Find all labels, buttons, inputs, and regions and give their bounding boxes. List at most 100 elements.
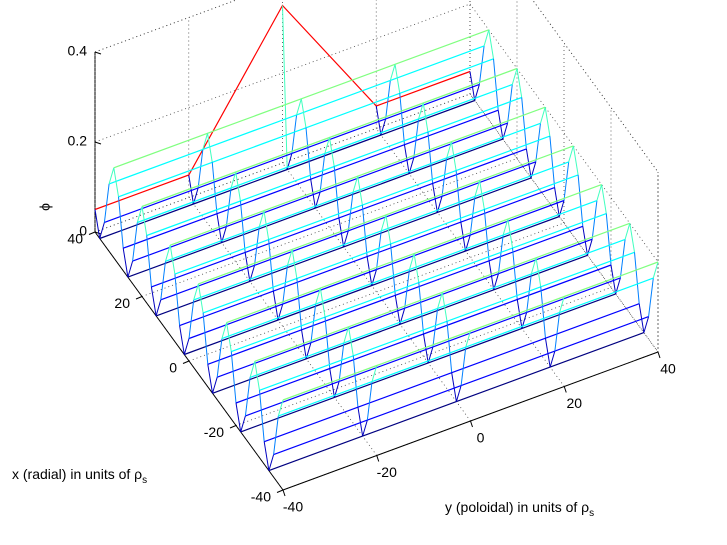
- mesh-segment: [652, 261, 659, 279]
- mesh-segment: [591, 200, 598, 240]
- mesh-segment: [183, 338, 190, 355]
- mesh-segment: [254, 361, 260, 391]
- mesh-segment: [324, 317, 331, 369]
- mesh-segment: [413, 253, 420, 283]
- mesh-segment: [619, 239, 626, 278]
- mesh-segment: [535, 257, 542, 287]
- mesh-segment: [347, 192, 354, 231]
- mesh-segment: [493, 58, 499, 111]
- mesh-segment: [230, 351, 237, 404]
- mesh-segment: [282, 265, 288, 305]
- mesh-segment: [408, 253, 415, 270]
- mesh-segment: [441, 157, 448, 197]
- x-tick-label: 40: [67, 231, 83, 247]
- mesh-segment: [361, 205, 368, 257]
- mesh-segment: [333, 166, 340, 218]
- mesh-segment: [432, 183, 438, 213]
- y-tick-label: -20: [377, 464, 397, 480]
- mesh-segment: [291, 114, 298, 154]
- mesh-segment: [582, 226, 588, 256]
- mesh-segment: [188, 299, 195, 339]
- mesh-segment: [629, 223, 635, 253]
- mesh-segment: [399, 93, 405, 145]
- mesh-segment: [549, 350, 556, 368]
- mesh-segment: [366, 256, 373, 286]
- mesh-segment: [169, 245, 176, 275]
- mesh-segment: [216, 213, 223, 243]
- mesh-segment: [273, 415, 279, 455]
- z-tick: [94, 51, 102, 55]
- mesh-segment: [540, 286, 546, 339]
- mesh-segment: [211, 162, 218, 214]
- mesh-segment: [225, 187, 232, 227]
- mesh-segment: [127, 260, 134, 278]
- y-tick-label: -40: [283, 499, 303, 515]
- mesh-segment: [268, 239, 274, 292]
- mesh-segment: [460, 222, 467, 252]
- mesh-segment: [338, 217, 345, 247]
- mesh-segment: [385, 214, 392, 244]
- mesh-segment: [596, 184, 603, 201]
- mesh-segment: [643, 316, 650, 333]
- mesh-segment: [132, 222, 138, 262]
- mesh-segment: [263, 210, 270, 240]
- mesh-segment: [478, 45, 485, 85]
- x-axis-label: x (radial) in units of ρs: [12, 466, 147, 486]
- mesh-segment: [103, 183, 110, 223]
- mesh-segment: [451, 372, 457, 402]
- mesh-segment: [212, 377, 218, 394]
- mesh-segment: [525, 148, 532, 178]
- mesh-segment: [286, 249, 293, 266]
- mesh-segment: [348, 326, 354, 356]
- mesh-segment: [202, 133, 209, 150]
- mesh-segment: [202, 312, 209, 365]
- mesh-segment: [418, 102, 424, 120]
- y-axis-label-text: y (poloidal) in units of ρ: [445, 499, 589, 515]
- mesh-segment: [530, 257, 537, 274]
- mesh-segment: [540, 107, 546, 124]
- mesh-segment: [474, 180, 481, 197]
- mesh-segment: [146, 235, 152, 287]
- mesh-segment: [221, 322, 228, 339]
- mesh-segment: [319, 288, 326, 318]
- mesh-line: [282, 261, 659, 401]
- mesh-segment: [357, 176, 363, 206]
- mesh-segment: [296, 278, 303, 330]
- x-axis-label-text: x (radial) in units of ρ: [12, 466, 142, 482]
- mesh-segment: [634, 252, 640, 304]
- mesh-segment: [479, 180, 485, 210]
- mesh-segment: [338, 342, 345, 382]
- mesh-segment: [497, 110, 504, 140]
- y-tick: [376, 455, 380, 462]
- mesh-segment: [511, 68, 518, 85]
- x-tick: [135, 296, 143, 300]
- y-tick: [563, 386, 567, 393]
- mesh-segment: [99, 222, 105, 239]
- mesh-segment: [601, 184, 607, 214]
- mesh-segment: [268, 454, 275, 471]
- z-tick-label: 0.2: [68, 133, 88, 149]
- mesh-segment: [404, 269, 410, 309]
- x-tick: [229, 425, 237, 429]
- mesh-segment: [240, 415, 246, 433]
- mesh-segment: [544, 338, 551, 368]
- mesh-segment: [122, 248, 129, 278]
- mesh-segment: [165, 245, 171, 262]
- mesh-segment: [483, 209, 490, 261]
- mesh-segment: [160, 261, 166, 300]
- mesh-segment: [549, 136, 556, 188]
- mesh-segment: [244, 252, 251, 282]
- mesh-segment: [526, 273, 532, 313]
- x-tick: [276, 489, 284, 493]
- mesh-segment: [488, 260, 495, 290]
- mesh-line: [99, 99, 475, 240]
- mesh-segment: [554, 312, 561, 352]
- mesh-segment: [483, 29, 490, 46]
- mesh-segment: [460, 346, 467, 386]
- mesh-segment: [380, 214, 387, 232]
- mesh-segment: [239, 200, 246, 253]
- mesh-segment: [376, 230, 382, 270]
- mesh-segment: [282, 5, 288, 170]
- z-tick: [94, 141, 102, 145]
